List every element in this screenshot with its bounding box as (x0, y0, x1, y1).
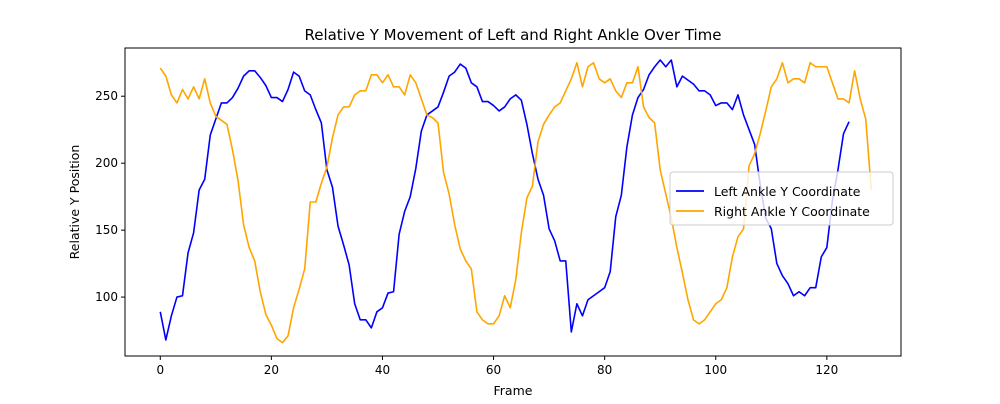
legend-label-right-ankle: Right Ankle Y Coordinate (714, 204, 870, 219)
y-tick-label: 200 (95, 156, 118, 170)
series-line-left-ankle (159, 59, 850, 341)
y-tick-label: 150 (95, 223, 118, 237)
legend-label-left-ankle: Left Ankle Y Coordinate (714, 184, 861, 199)
y-axis-label: Relative Y Position (67, 145, 82, 260)
chart-title: Relative Y Movement of Left and Right An… (304, 26, 721, 44)
legend: Left Ankle Y Coordinate Right Ankle Y Co… (669, 171, 894, 226)
x-axis: 0 20 40 60 80 100 120 (156, 356, 838, 377)
x-tick-label: 0 (156, 363, 164, 377)
x-tick-label: 40 (375, 363, 390, 377)
x-tick-label: 60 (486, 363, 501, 377)
x-axis-label: Frame (494, 383, 533, 398)
y-axis: 100 150 200 250 (95, 89, 125, 304)
x-tick-label: 80 (597, 363, 612, 377)
y-tick-label: 100 (95, 290, 118, 304)
legend-frame (669, 171, 894, 226)
plot-area-frame (124, 47, 902, 357)
x-tick-label: 120 (815, 363, 838, 377)
series-line-right-ankle (159, 61, 873, 344)
x-tick-label: 100 (704, 363, 727, 377)
series-layer (159, 59, 873, 344)
y-tick-label: 250 (95, 89, 118, 103)
x-tick-label: 20 (264, 363, 279, 377)
